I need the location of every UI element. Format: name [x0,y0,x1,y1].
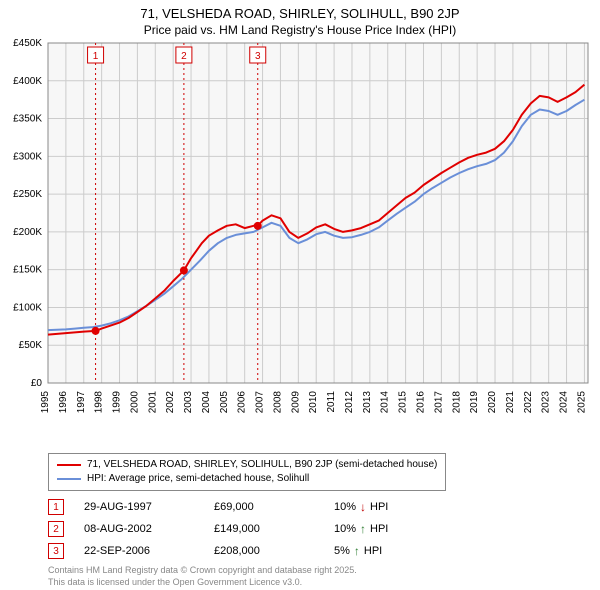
arrow-down-icon: ↓ [360,500,366,514]
legend-row-property: 71, VELSHEDA ROAD, SHIRLEY, SOLIHULL, B9… [57,458,437,472]
sale-price: £149,000 [214,523,334,535]
svg-text:2025: 2025 [576,391,587,414]
legend-row-hpi: HPI: Average price, semi-detached house,… [57,472,437,486]
svg-text:2008: 2008 [272,391,283,414]
svg-text:2001: 2001 [147,391,158,414]
price-chart: £0 £50K £100K £150K £200K £250K £300K £350K £400… [0,37,600,447]
arrow-up-icon: ↑ [354,544,360,558]
sale-price: £69,000 [214,501,334,513]
arrow-up-icon: ↑ [360,522,366,536]
svg-text:2020: 2020 [487,391,498,414]
sale-delta: 10%↑HPI [334,522,388,536]
svg-text:2000: 2000 [129,391,140,414]
svg-text:2013: 2013 [362,391,373,414]
sale-badge: 3 [48,543,64,559]
sale-row: 2 08-AUG-2002£149,00010%↑HPI [48,521,600,537]
sale-badge: 1 [48,499,64,515]
svg-text:£300K: £300K [13,151,42,162]
sale-date: 08-AUG-2002 [84,523,214,535]
legend-label-property: 71, VELSHEDA ROAD, SHIRLEY, SOLIHULL, B9… [87,458,437,472]
svg-text:£50K: £50K [19,340,43,351]
svg-text:2004: 2004 [201,391,212,414]
svg-text:2017: 2017 [433,391,444,414]
svg-text:2009: 2009 [290,391,301,414]
svg-text:1997: 1997 [76,391,87,414]
footer-line2: This data is licensed under the Open Gov… [48,577,600,589]
title-line1: 71, VELSHEDA ROAD, SHIRLEY, SOLIHULL, B9… [0,6,600,21]
svg-text:2019: 2019 [469,391,480,414]
svg-text:2018: 2018 [451,391,462,414]
svg-text:£150K: £150K [13,265,42,276]
chart-title-block: 71, VELSHEDA ROAD, SHIRLEY, SOLIHULL, B9… [0,0,600,37]
svg-text:1996: 1996 [58,391,69,414]
sale-marker-table: 1 29-AUG-1997£69,00010%↓HPI 2 08-AUG-2002£1… [48,499,600,559]
svg-text:2011: 2011 [326,391,337,413]
legend-swatch-property [57,464,81,466]
title-line2: Price paid vs. HM Land Registry's House … [0,23,600,37]
svg-text:£200K: £200K [13,227,42,238]
legend-swatch-hpi [57,478,81,480]
svg-text:3: 3 [255,51,261,62]
svg-text:2023: 2023 [541,391,552,414]
svg-text:1999: 1999 [112,391,123,414]
svg-text:2: 2 [181,51,187,62]
sale-price: £208,000 [214,545,334,557]
svg-text:2022: 2022 [523,391,534,414]
svg-text:2015: 2015 [398,391,409,414]
svg-text:2021: 2021 [505,391,516,414]
svg-text:2024: 2024 [559,391,570,414]
svg-text:£450K: £450K [13,38,42,49]
svg-text:2002: 2002 [165,391,176,414]
svg-text:2010: 2010 [308,391,319,414]
legend-label-hpi: HPI: Average price, semi-detached house,… [87,472,309,486]
legend: 71, VELSHEDA ROAD, SHIRLEY, SOLIHULL, B9… [48,453,446,491]
svg-text:1998: 1998 [94,391,105,414]
svg-text:2014: 2014 [380,391,391,414]
footer-line1: Contains HM Land Registry data © Crown c… [48,565,600,577]
svg-text:2016: 2016 [415,391,426,414]
sale-delta: 10%↓HPI [334,500,388,514]
svg-text:£250K: £250K [13,189,42,200]
sale-row: 3 22-SEP-2006£208,0005%↑HPI [48,543,600,559]
svg-text:2005: 2005 [219,391,230,414]
sale-date: 29-AUG-1997 [84,501,214,513]
svg-text:£400K: £400K [13,76,42,87]
svg-text:2012: 2012 [344,391,355,414]
sale-delta: 5%↑HPI [334,544,382,558]
svg-text:£100K: £100K [13,302,42,313]
svg-text:2003: 2003 [183,391,194,414]
svg-text:£350K: £350K [13,114,42,125]
svg-text:£0: £0 [31,378,43,389]
svg-text:2007: 2007 [255,391,266,414]
sale-date: 22-SEP-2006 [84,545,214,557]
footer: Contains HM Land Registry data © Crown c… [48,565,600,588]
svg-text:2006: 2006 [237,391,248,414]
svg-text:1995: 1995 [40,391,51,414]
sale-badge: 2 [48,521,64,537]
sale-row: 1 29-AUG-1997£69,00010%↓HPI [48,499,600,515]
chart-container: £0 £50K £100K £150K £200K £250K £300K £350K £400… [0,37,600,447]
svg-text:1: 1 [93,51,99,62]
